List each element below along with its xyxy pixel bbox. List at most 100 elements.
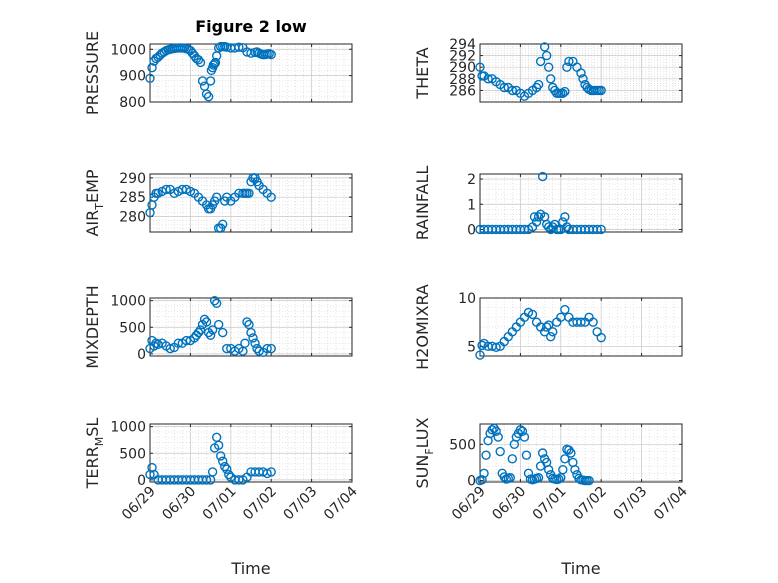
y-tick-label: 0 — [137, 347, 146, 363]
data-point — [222, 464, 232, 474]
data-point — [541, 50, 552, 61]
data-point — [248, 333, 258, 343]
data-point — [234, 475, 244, 485]
data-point — [215, 451, 226, 461]
data-point — [266, 49, 276, 60]
data-point — [165, 343, 175, 354]
data-point — [515, 425, 526, 435]
data-point — [517, 426, 528, 436]
data-point — [560, 86, 570, 97]
y-tick-label: 286 — [449, 83, 476, 99]
data-point — [262, 343, 272, 354]
data-point — [195, 325, 206, 335]
y-tick-label: 292 — [449, 49, 476, 65]
data-point — [507, 454, 518, 464]
data-point — [254, 346, 264, 356]
x-tick-label: 07/02 — [240, 484, 280, 524]
x-tick-label: 06/30 — [159, 484, 199, 524]
data-point — [149, 341, 159, 351]
y-tick-label: 1000 — [110, 42, 146, 58]
y-axis-label: RAINFALL — [413, 166, 432, 241]
data-point — [537, 448, 548, 458]
data-point — [499, 82, 509, 93]
data-point — [558, 88, 568, 99]
subplot: 800 900 1000 PRESSURE Figure 2 low — [83, 17, 353, 115]
data-point — [218, 456, 228, 466]
y-axis-label: PRESSURE — [83, 31, 102, 115]
data-point — [576, 68, 586, 78]
y-tick-label: 290 — [119, 171, 146, 187]
x-tick-label: 07/01 — [200, 484, 240, 524]
chart-title: Figure 2 low — [195, 17, 307, 36]
data-point — [527, 309, 538, 320]
y-tick-label: 10 — [458, 291, 476, 307]
data-point — [173, 338, 183, 348]
data-point — [562, 222, 572, 232]
data-point — [207, 467, 218, 477]
data-point — [250, 338, 260, 348]
x-tick-label: 06/29 — [119, 484, 159, 524]
data-point — [220, 461, 230, 472]
data-point — [543, 464, 554, 475]
data-point — [537, 171, 548, 182]
data-point — [493, 432, 503, 442]
y-tick-label: 0 — [467, 222, 476, 238]
data-point — [523, 468, 534, 478]
plot-area — [479, 43, 683, 103]
y-tick-label: 800 — [119, 95, 146, 111]
x-tick-label: 07/02 — [570, 484, 610, 524]
data-point — [234, 42, 244, 52]
data-point — [588, 317, 598, 327]
plot-area — [149, 173, 353, 233]
x-tick-label: 07/04 — [321, 483, 361, 523]
x-tick-label: 06/30 — [489, 484, 529, 524]
data-point — [201, 89, 212, 99]
y-tick-label: 288 — [449, 72, 476, 88]
data-point — [199, 314, 210, 324]
data-point — [543, 320, 554, 330]
data-point — [499, 472, 509, 482]
data-point — [483, 74, 493, 84]
data-point — [266, 343, 276, 354]
data-point — [491, 426, 501, 436]
data-point — [539, 42, 550, 52]
data-point — [147, 63, 157, 73]
data-point — [531, 217, 542, 227]
data-point — [570, 464, 580, 475]
data-point — [477, 340, 487, 351]
data-point — [533, 212, 544, 222]
data-point — [596, 332, 606, 343]
data-point — [218, 327, 228, 338]
data-point — [213, 319, 224, 330]
y-tick-label: 5 — [467, 339, 476, 355]
y-axis-label: SUNFLUX — [413, 417, 436, 488]
data-point — [207, 325, 218, 335]
data-point — [266, 192, 276, 202]
data-point — [240, 338, 250, 348]
data-point — [576, 317, 586, 327]
data-point — [477, 475, 487, 485]
y-tick-label: 285 — [119, 190, 146, 206]
y-axis-label: AIRTEMP — [83, 169, 106, 236]
y-tick-label: 1000 — [110, 420, 146, 436]
data-point — [193, 327, 204, 338]
data-point — [546, 74, 556, 84]
data-point — [201, 475, 212, 485]
subplot: 280 285 290 AIRTEMP — [83, 169, 353, 237]
data-point — [475, 62, 485, 72]
data-point — [519, 432, 530, 442]
y-tick-label: 1000 — [110, 294, 146, 310]
y-tick-label: 500 — [119, 446, 146, 462]
data-point — [584, 475, 594, 486]
subplot: 0 500 1000 MIXDEPTH — [83, 285, 353, 369]
data-point — [562, 62, 572, 72]
data-point — [564, 56, 574, 67]
data-point — [533, 79, 544, 90]
y-axis-label: H2OMIXRA — [413, 284, 432, 370]
data-point — [266, 467, 276, 477]
data-point — [519, 224, 530, 235]
y-tick-label: 0 — [467, 474, 476, 490]
data-point — [507, 85, 518, 96]
